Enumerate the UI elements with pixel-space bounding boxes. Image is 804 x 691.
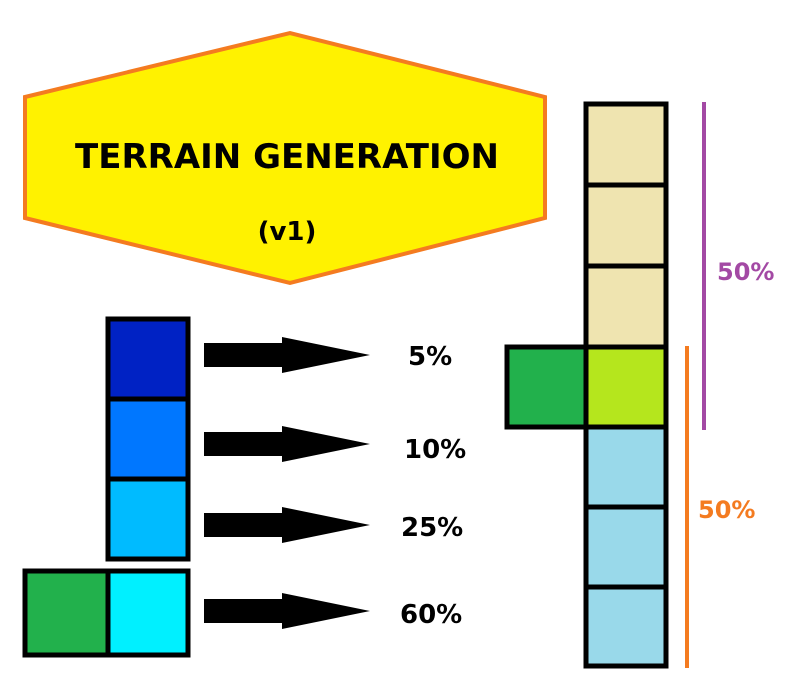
- right-tile-sand-1: [583, 101, 669, 188]
- right-tile-sand-2: [583, 182, 669, 269]
- left-tile-5: [105, 316, 191, 402]
- arrow-10: [204, 426, 370, 462]
- right-tile-water-1: [583, 424, 669, 510]
- percent-label-5: 5%: [408, 342, 452, 372]
- left-side-green-tile: [22, 568, 111, 658]
- title-text: TERRAIN GENERATION: [75, 137, 499, 177]
- percent-label-60: 60%: [400, 600, 462, 630]
- left-tile-60: [105, 568, 191, 658]
- arrow-60: [204, 593, 370, 629]
- percent-label-25: 25%: [401, 513, 463, 543]
- upper-range-label: 50%: [717, 258, 774, 286]
- lower-range-label: 50%: [698, 496, 755, 524]
- left-tile-10: [105, 396, 191, 482]
- right-tile-grass: [583, 344, 669, 430]
- left-tile-25: [105, 476, 191, 562]
- title-hexagon: [23, 30, 547, 286]
- right-tile-water-3: [583, 584, 669, 669]
- right-side-green-tile: [504, 344, 589, 430]
- percent-label-10: 10%: [404, 435, 466, 465]
- title-version: (v1): [258, 217, 317, 247]
- right-tile-water-2: [583, 504, 669, 590]
- arrow-5: [204, 337, 370, 373]
- right-tile-sand-3: [583, 263, 669, 350]
- arrow-25: [204, 507, 370, 543]
